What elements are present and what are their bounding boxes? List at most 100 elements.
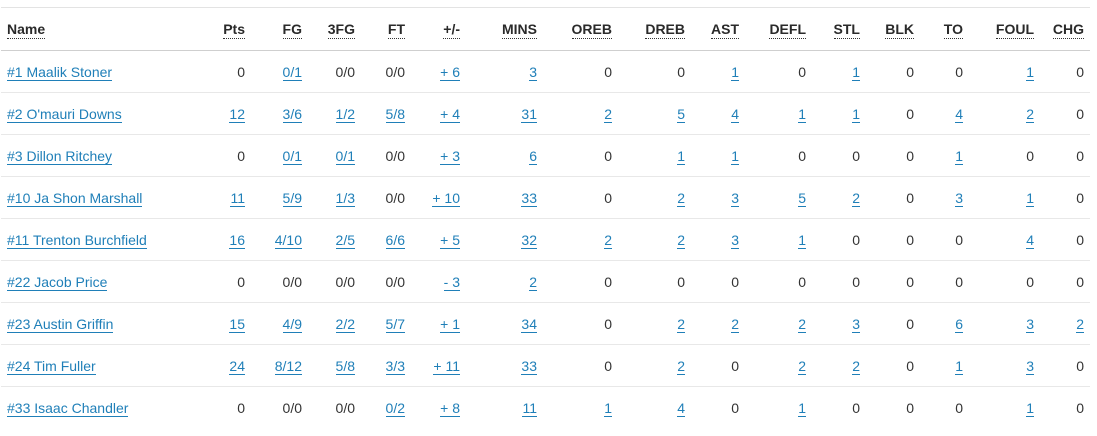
stat-link[interactable]: 2 bbox=[798, 315, 806, 333]
stat-link[interactable]: + 4 bbox=[440, 105, 460, 123]
stat-link[interactable]: 1 bbox=[798, 399, 806, 417]
player-name-link[interactable]: #1 Maalik Stoner bbox=[7, 63, 113, 81]
column-header-defl[interactable]: DEFL bbox=[745, 8, 812, 51]
stat-link[interactable]: 2 bbox=[677, 189, 685, 207]
column-header-label[interactable]: DREB bbox=[645, 21, 685, 39]
player-name-link[interactable]: #3 Dillon Ritchey bbox=[7, 147, 113, 165]
stat-link[interactable]: 1 bbox=[1026, 189, 1034, 207]
column-header-label[interactable]: 3FG bbox=[327, 21, 355, 39]
player-name-link[interactable]: #24 Tim Fuller bbox=[7, 357, 96, 375]
stat-link[interactable]: 3/3 bbox=[385, 357, 405, 375]
stat-link[interactable]: 8/12 bbox=[274, 357, 302, 375]
stat-link[interactable]: + 3 bbox=[440, 147, 460, 165]
stat-link[interactable]: 15 bbox=[229, 315, 245, 333]
stat-link[interactable]: 31 bbox=[521, 105, 537, 123]
stat-link[interactable]: 2/5 bbox=[335, 231, 355, 249]
stat-link[interactable]: 5/8 bbox=[335, 357, 355, 375]
stat-link[interactable]: 2 bbox=[852, 189, 860, 207]
stat-link[interactable]: 2 bbox=[1026, 105, 1034, 123]
stat-link[interactable]: 0/2 bbox=[385, 399, 405, 417]
stat-link[interactable]: 11 bbox=[230, 189, 245, 207]
column-header-chg[interactable]: CHG bbox=[1040, 8, 1090, 51]
column-header-blk[interactable]: BLK bbox=[866, 8, 920, 51]
stat-link[interactable]: 24 bbox=[229, 357, 245, 375]
stat-link[interactable]: 3 bbox=[1026, 357, 1034, 375]
column-header-pts[interactable]: Pts bbox=[186, 8, 251, 51]
stat-link[interactable]: 1 bbox=[955, 357, 963, 375]
stat-link[interactable]: 3 bbox=[731, 231, 739, 249]
stat-link[interactable]: 5/9 bbox=[282, 189, 302, 207]
stat-link[interactable]: 1 bbox=[604, 399, 612, 417]
stat-link[interactable]: 32 bbox=[521, 231, 537, 249]
stat-link[interactable]: 1 bbox=[677, 147, 685, 165]
stat-link[interactable]: 1 bbox=[852, 105, 860, 123]
stat-link[interactable]: 12 bbox=[229, 105, 245, 123]
column-header-stl[interactable]: STL bbox=[812, 8, 866, 51]
stat-link[interactable]: 5 bbox=[677, 105, 685, 123]
column-header-label[interactable]: TO bbox=[943, 21, 963, 39]
stat-link[interactable]: 1 bbox=[955, 147, 963, 165]
column-header-label[interactable]: BLK bbox=[885, 21, 914, 39]
column-header-name[interactable]: Name bbox=[1, 8, 186, 51]
stat-link[interactable]: 1 bbox=[798, 231, 806, 249]
stat-link[interactable]: 1 bbox=[1026, 63, 1034, 81]
column-header-ft[interactable]: FT bbox=[361, 8, 411, 51]
stat-link[interactable]: 2 bbox=[604, 105, 612, 123]
column-header-foul[interactable]: FOUL bbox=[969, 8, 1040, 51]
stat-link[interactable]: 3 bbox=[955, 189, 963, 207]
column-header-label[interactable]: Name bbox=[7, 21, 46, 39]
stat-link[interactable]: - 3 bbox=[443, 273, 460, 291]
stat-link[interactable]: + 10 bbox=[432, 189, 460, 207]
stat-link[interactable]: 4 bbox=[1026, 231, 1034, 249]
stat-link[interactable]: 2 bbox=[852, 357, 860, 375]
stat-link[interactable]: + 6 bbox=[440, 63, 460, 81]
stat-link[interactable]: 2 bbox=[1076, 315, 1084, 333]
stat-link[interactable]: 1 bbox=[731, 147, 739, 165]
stat-link[interactable]: + 1 bbox=[440, 315, 460, 333]
stat-link[interactable]: 6 bbox=[529, 147, 537, 165]
column-header-fg[interactable]: FG bbox=[251, 8, 308, 51]
stat-link[interactable]: 0/1 bbox=[282, 147, 302, 165]
stat-link[interactable]: 3/6 bbox=[282, 105, 302, 123]
stat-link[interactable]: + 5 bbox=[440, 231, 460, 249]
stat-link[interactable]: 4 bbox=[731, 105, 739, 123]
stat-link[interactable]: 5 bbox=[798, 189, 806, 207]
stat-link[interactable]: 4 bbox=[677, 399, 685, 417]
stat-link[interactable]: 2 bbox=[529, 273, 537, 291]
column-header-label[interactable]: CHG bbox=[1052, 21, 1084, 39]
player-name-link[interactable]: #22 Jacob Price bbox=[7, 273, 108, 291]
stat-link[interactable]: 3 bbox=[1026, 315, 1034, 333]
stat-link[interactable]: 2 bbox=[798, 357, 806, 375]
column-header-ast[interactable]: AST bbox=[691, 8, 745, 51]
stat-link[interactable]: 4/10 bbox=[274, 231, 302, 249]
stat-link[interactable]: 2/2 bbox=[335, 315, 355, 333]
column-header-label[interactable]: STL bbox=[833, 21, 860, 39]
stat-link[interactable]: + 8 bbox=[440, 399, 460, 417]
stat-link[interactable]: 0/1 bbox=[335, 147, 355, 165]
column-header-label[interactable]: Pts bbox=[223, 21, 245, 39]
stat-link[interactable]: 1 bbox=[731, 63, 739, 81]
stat-link[interactable]: 16 bbox=[229, 231, 245, 249]
stat-link[interactable]: 6 bbox=[955, 315, 963, 333]
stat-link[interactable]: 33 bbox=[521, 189, 537, 207]
stat-link[interactable]: 34 bbox=[521, 315, 537, 333]
player-name-link[interactable]: #33 Isaac Chandler bbox=[7, 399, 129, 417]
column-header-label[interactable]: OREB bbox=[571, 21, 612, 39]
column-header-label[interactable]: FG bbox=[282, 21, 302, 39]
stat-link[interactable]: 3 bbox=[731, 189, 739, 207]
column-header-3fg[interactable]: 3FG bbox=[308, 8, 361, 51]
stat-link[interactable]: 1 bbox=[1026, 399, 1034, 417]
column-header-oreb[interactable]: OREB bbox=[543, 8, 618, 51]
column-header-label[interactable]: FOUL bbox=[995, 21, 1034, 39]
stat-link[interactable]: + 11 bbox=[433, 357, 460, 375]
stat-link[interactable]: 11 bbox=[522, 399, 537, 417]
stat-link[interactable]: 5/8 bbox=[385, 105, 405, 123]
stat-link[interactable]: 5/7 bbox=[385, 315, 405, 333]
stat-link[interactable]: 6/6 bbox=[385, 231, 405, 249]
stat-link[interactable]: 4/9 bbox=[282, 315, 302, 333]
column-header-label[interactable]: FT bbox=[387, 21, 405, 39]
stat-link[interactable]: 0/1 bbox=[282, 63, 302, 81]
stat-link[interactable]: 3 bbox=[529, 63, 537, 81]
column-header-mins[interactable]: MINS bbox=[466, 8, 543, 51]
column-header-dreb[interactable]: DREB bbox=[618, 8, 691, 51]
